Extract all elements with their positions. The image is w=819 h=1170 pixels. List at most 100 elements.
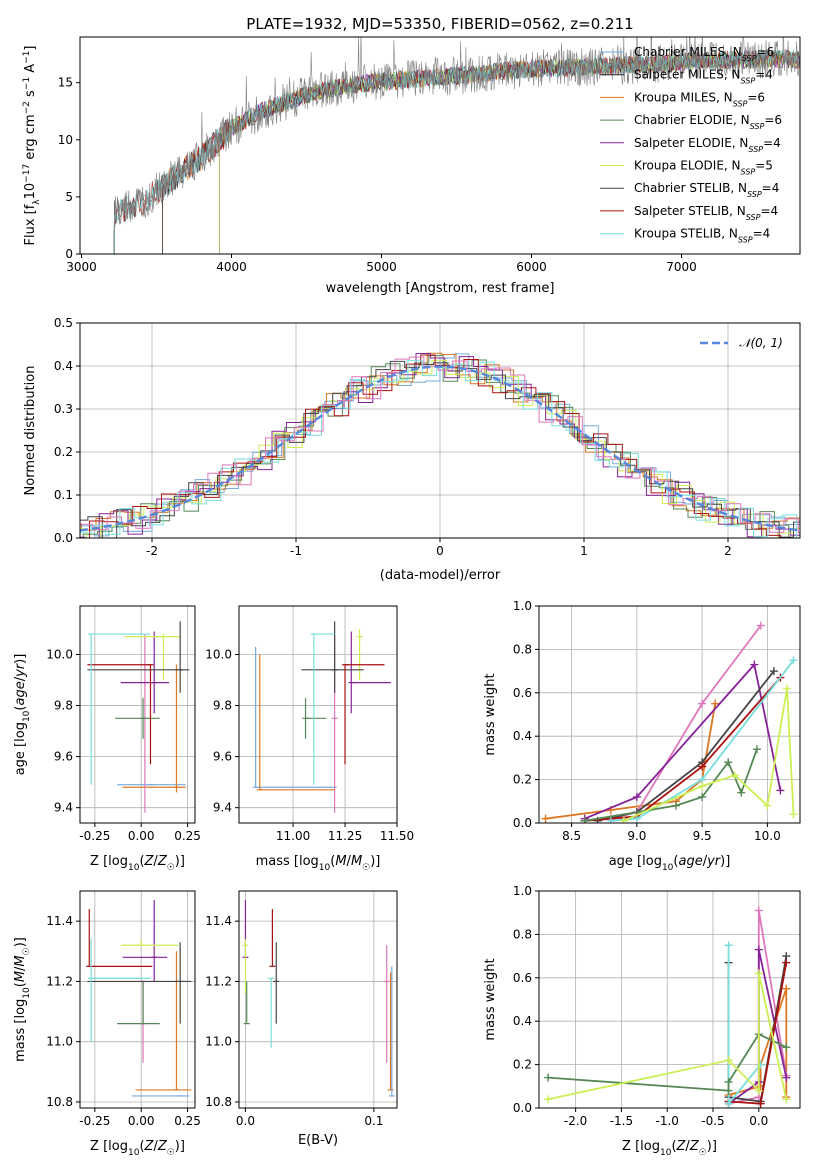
series-point [698,762,707,771]
y-tick-label: 1.0 [513,884,532,898]
y-tick-label: 10 [58,133,73,147]
legend-label: Kroupa MILES, NSSP=6 [634,90,765,108]
y-tick-label: 10.8 [205,1095,232,1109]
error-bar-point [256,654,335,791]
x-tick-label: 7000 [666,260,697,274]
legend-label: Salpeter STELIB, NSSP=4 [634,204,778,222]
x-tick-label: -1.0 [655,1114,678,1128]
legend-label: Salpeter MILES, NSSP=4 [634,68,773,86]
series-point [724,1086,733,1095]
x-axis-label: wavelength [Angstrom, rest frame] [326,281,555,296]
error-bar-point [122,664,186,793]
series-line [584,662,782,820]
error-bar-point [115,697,160,739]
y-tick-label: 5 [65,190,73,204]
x-axis-label: age [log10(age/yr)] [609,854,731,873]
x-tick-label: 11.50 [380,829,414,843]
x-tick-label: 1 [580,544,588,558]
axes-frame [538,890,801,1109]
error-bar-point [348,631,391,714]
y-tick-label: 0.0 [513,1101,532,1115]
legend-label: Kroupa ELODIE, NSSP=5 [634,159,773,177]
y-axis-label: mass weight [483,958,498,1040]
x-tick-label: 10.0 [754,829,781,843]
axes-frame [79,322,801,539]
legend-label: Kroupa STELIB, NSSP=4 [634,227,770,245]
x-tick-label: 5000 [366,260,397,274]
x-tick-label: -2 [146,544,158,558]
y-tick-label: 0.6 [513,971,532,985]
y-tick-label: 9.8 [54,699,73,713]
x-tick-label: -1.5 [610,1114,633,1128]
series-point [730,771,739,780]
x-tick-label: 0 [436,544,444,558]
series [544,906,791,1108]
x-tick-label: 4000 [216,260,247,274]
series-point [769,667,778,676]
x-tick-label: 9.0 [627,829,646,843]
points [242,900,395,1097]
x-axis-label: Z [log10(Z/Z☉)] [90,854,185,873]
error-bar-point [135,951,192,1091]
x-tick-label: -2.0 [564,1114,587,1128]
series-point [698,792,707,801]
y-axis-label: mass [log10(M/M☉)] [13,937,32,1062]
y-tick-label: 10.8 [46,1095,73,1109]
grid [239,891,397,1108]
series-point [782,958,791,967]
error-bar-point [87,664,154,765]
series-point [754,906,763,915]
legend: Chabrier MILES, NSSP=6 Salpeter MILES, NS… [600,45,782,244]
y-tick-label: 9.6 [54,750,73,764]
legend-label: Chabrier ELODIE, NSSP=6 [634,113,782,131]
x-tick-label: 6000 [516,260,547,274]
legend: 𝒩(0, 1) [700,336,783,350]
x-axis-label: Z [log10(Z/Z☉)] [622,1139,717,1158]
mass-weight-vs-age-panel: 8.5 9.0 9.5 10.0 0.0 0.2 0.4 0.6 0.8 1.0 mass weig… [483,599,801,873]
x-tick-label: -0.25 [79,829,110,843]
error-bar-point [242,939,249,994]
error-bar-point [273,942,280,1024]
mass-vs-metallicity-panel: -0.25 0.00 0.25 10.8 11.0 11.2 11.4 Z [log10(Z/… [13,890,201,1158]
x-axis-label: mass [log10(M/M☉)] [256,854,381,873]
axes-frame [79,36,801,255]
x-tick-label: 8.5 [562,829,581,843]
error-bar-point [87,942,192,1024]
points [252,621,391,813]
series-point [782,684,791,693]
x-tick-label: 0.25 [174,829,201,843]
error-bar-point [117,981,160,1025]
x-axis-label: (data-model)/error [380,568,501,583]
series-point [724,941,733,950]
error-bar-point [88,939,151,1042]
x-tick-label: 0.0 [236,1114,255,1128]
series-point [752,745,761,754]
error-bar-point [269,909,276,967]
axes-frame [238,890,398,1109]
series-point [544,1073,553,1082]
y-axis-label: Normed distribution [23,366,38,496]
x-tick-label: 11.00 [276,829,310,843]
error-bar-point [120,631,170,714]
error-bar-point [87,621,190,693]
x-tick-label: 0.25 [174,1114,201,1128]
series-point [724,1099,733,1108]
error-bar-point [243,981,250,1025]
y-tick-label: 1.0 [513,599,532,613]
error-bar-point [124,634,181,681]
series-point [619,816,628,823]
x-tick-label: 0.1 [364,1114,383,1128]
y-tick-label: 11.2 [46,974,73,988]
spectrum-line [114,48,800,254]
series-point [580,816,589,823]
series-point [756,621,765,630]
age-vs-metallicity-panel: -0.25 0.00 0.25 9.4 9.6 9.8 10.0 Z [log10(Z/Z☉)… [13,605,201,873]
y-tick-label: 9.6 [213,750,232,764]
y-axis-label: Flux [fλ10−17 erg cm−2 s−1 A−1] [22,46,42,246]
x-tick-label: 2 [724,544,732,558]
series [541,621,798,823]
axes-frame [238,605,398,824]
y-tick-label: 11.0 [46,1035,73,1049]
y-tick-label: 11.0 [205,1035,232,1049]
x-tick-label: 0.00 [128,1114,155,1128]
